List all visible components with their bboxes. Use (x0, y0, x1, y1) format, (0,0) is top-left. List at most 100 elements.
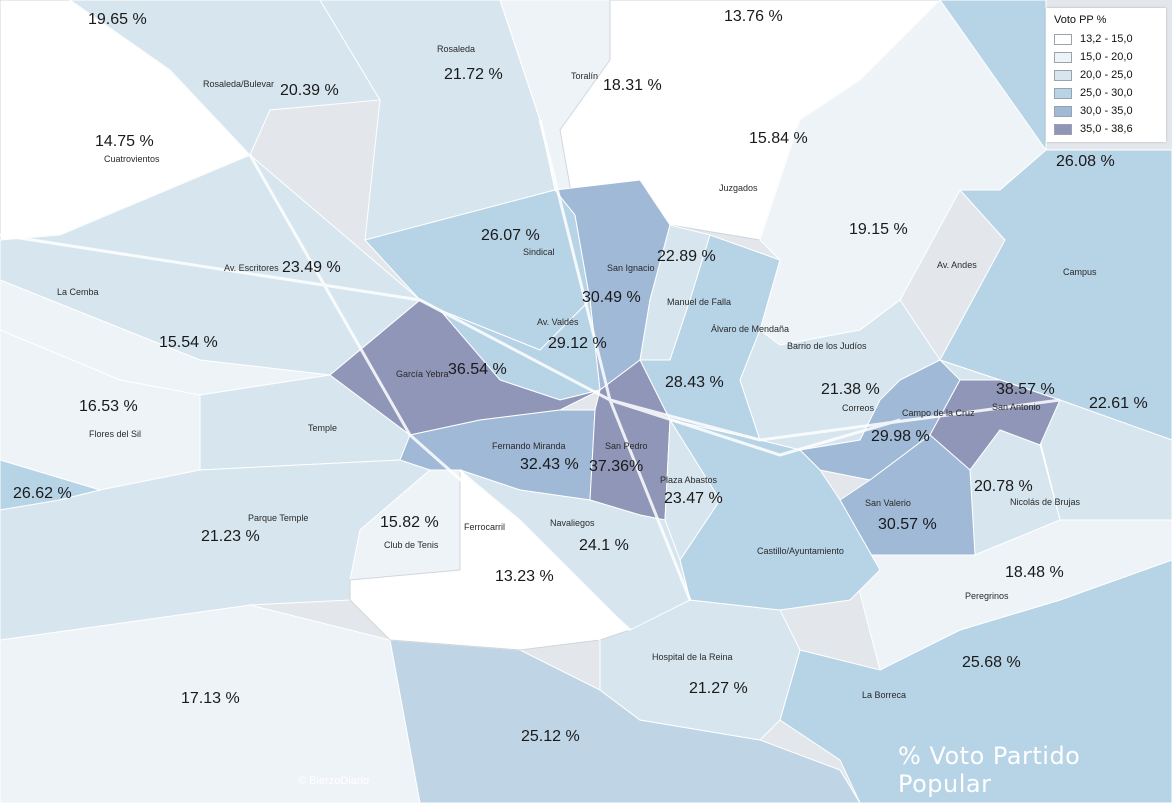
pct-label: 26.62 % (13, 485, 72, 502)
place-label: San Valerio (865, 498, 911, 508)
zone-18-48 (849, 519, 1172, 671)
legend-swatch (1054, 51, 1072, 63)
pct-label: 23.47 % (664, 490, 723, 507)
pct-label: 17.13 % (181, 690, 240, 707)
pct-label: 18.31 % (603, 77, 662, 94)
pct-label: 26.08 % (1056, 153, 1115, 170)
legend-item: 25,0 - 30,0 (1054, 84, 1158, 102)
place-label: Parque Temple (248, 513, 308, 523)
pct-label: 22.89 % (657, 248, 716, 265)
map-title: % Voto Partido Popular (898, 742, 1081, 798)
place-label: San Antonio (992, 402, 1041, 412)
pct-label: 32.43 % (520, 456, 579, 473)
place-label: Campo de la Cruz (902, 408, 975, 418)
pct-label: 16.53 % (79, 398, 138, 415)
legend-swatch (1054, 69, 1072, 81)
pct-label: 21.23 % (201, 528, 260, 545)
legend-swatch (1054, 87, 1072, 99)
place-label: La Cemba (57, 287, 99, 297)
place-label: San Ignacio (607, 263, 655, 273)
legend-item: 20,0 - 25,0 (1054, 66, 1158, 84)
pct-label: 30.57 % (878, 516, 937, 533)
place-label: Toralín (571, 71, 598, 81)
pct-label: 38.57 % (996, 381, 1055, 398)
place-label: Campus (1063, 267, 1097, 277)
pct-label: 13.23 % (495, 568, 554, 585)
pct-label: 36.54 % (448, 361, 507, 378)
place-label: Cuatrovientos (104, 154, 160, 164)
place-label: Castillo/Ayuntamiento (757, 546, 844, 556)
pct-label: 15.82 % (380, 514, 439, 531)
place-label: Correos (842, 403, 875, 413)
legend-swatch (1054, 123, 1072, 135)
place-label: Flores del Sil (89, 429, 141, 439)
pct-label: 19.65 % (88, 11, 147, 28)
legend-swatch (1054, 105, 1072, 117)
pct-label: 15.54 % (159, 334, 218, 351)
pct-label: 20.78 % (974, 478, 1033, 495)
place-label: Av. Escritores (224, 263, 279, 273)
road-network (0, 119, 1061, 641)
pct-label: 18.48 % (1005, 564, 1064, 581)
place-label: Rosaleda (437, 44, 475, 54)
place-label: San Pedro (605, 441, 648, 451)
legend-label: 13,2 - 15,0 (1080, 33, 1133, 45)
pct-label: 20.39 % (280, 82, 339, 99)
legend-label: 15,0 - 20,0 (1080, 51, 1133, 63)
pct-label: 14.75 % (95, 133, 154, 150)
place-label: Barrio de los Judíos (787, 341, 867, 351)
pct-label: 23.49 % (282, 259, 341, 276)
place-label: Sindical (523, 247, 555, 257)
place-label: Club de Tenis (384, 540, 439, 550)
pct-label: 19.15 % (849, 221, 908, 238)
credit-text: © BierzoDiario (298, 775, 370, 787)
pct-label: 15.84 % (749, 130, 808, 147)
percentage-labels: 19.65 % 13.76 % 21.72 % 20.39 % 18.31 % … (13, 8, 1148, 745)
pct-label: 29.98 % (871, 428, 930, 445)
pct-label: 21.27 % (689, 680, 748, 697)
legend-item: 30,0 - 35,0 (1054, 102, 1158, 120)
place-label: García Yebra (396, 369, 449, 379)
place-label: Nicolás de Brujas (1010, 497, 1081, 507)
zone-20-39 (69, 0, 381, 156)
legend-item: 13,2 - 15,0 (1054, 30, 1158, 48)
place-label: Ferrocarril (464, 522, 505, 532)
place-label: Temple (308, 423, 337, 433)
pct-label: 30.49 % (582, 289, 641, 306)
map-legend: Voto PP % 13,2 - 15,0 15,0 - 20,0 20,0 -… (1046, 8, 1166, 142)
legend-item: 15,0 - 20,0 (1054, 48, 1158, 66)
place-label: Av. Valdés (537, 317, 579, 327)
pct-label: 28.43 % (665, 374, 724, 391)
legend-title: Voto PP % (1054, 14, 1107, 26)
place-label: Rosaleda/Bulevar (203, 79, 274, 89)
neighborhood-labels: Rosaleda Toralín Rosaleda/Bulevar Cuatro… (57, 44, 1097, 700)
place-label: Peregrinos (965, 591, 1009, 601)
legend-label: 25,0 - 30,0 (1080, 87, 1133, 99)
legend-item: 35,0 - 38,6 (1054, 120, 1158, 138)
pct-label: 21.72 % (444, 66, 503, 83)
pct-label: 22.61 % (1089, 395, 1148, 412)
zone-19-15 (759, 0, 1047, 346)
pct-label: 25.12 % (521, 728, 580, 745)
place-label: La Borreca (862, 690, 906, 700)
pct-label: 13.76 % (724, 8, 783, 25)
place-label: Manuel de Falla (667, 297, 731, 307)
pct-label: 29.12 % (548, 335, 607, 352)
pct-label: 24.1 % (579, 537, 629, 554)
pct-label: 37.36% (589, 458, 643, 475)
place-label: Fernando Miranda (492, 441, 566, 451)
legend-swatch (1054, 33, 1072, 45)
legend-label: 20,0 - 25,0 (1080, 69, 1133, 81)
legend-label: 30,0 - 35,0 (1080, 105, 1133, 117)
place-label: Hospital de la Reina (652, 652, 733, 662)
zone-24-1 (459, 469, 691, 631)
pct-label: 25.68 % (962, 654, 1021, 671)
place-label: Juzgados (719, 183, 758, 193)
pct-label: 26.07 % (481, 227, 540, 244)
pct-label: 21.38 % (821, 381, 880, 398)
place-label: Av. Andes (937, 260, 977, 270)
legend-label: 35,0 - 38,6 (1080, 123, 1133, 135)
place-label: Plaza Abastos (660, 475, 718, 485)
place-label: Álvaro de Mendaña (711, 324, 789, 334)
